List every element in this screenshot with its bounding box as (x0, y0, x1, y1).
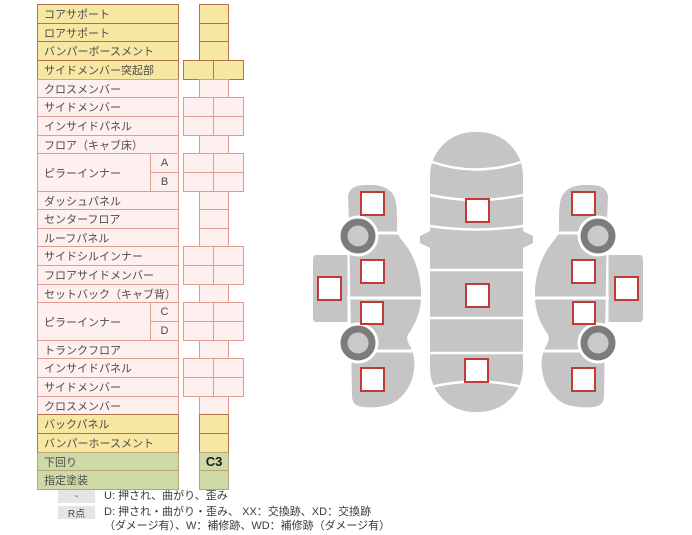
damage-cell[interactable] (199, 135, 229, 154)
damage-cell[interactable] (199, 191, 229, 210)
damage-cell[interactable] (183, 116, 214, 136)
part-label: フロアサイドメンバー (37, 265, 179, 285)
damage-cell[interactable] (183, 172, 214, 192)
part-label: センターフロア (37, 209, 179, 229)
damage-cell[interactable] (199, 4, 229, 24)
damage-cell[interactable] (213, 321, 244, 341)
part-label: サイドメンバー (37, 377, 179, 397)
damage-cell[interactable] (183, 60, 214, 80)
damage-cell[interactable] (183, 97, 214, 117)
part-label: バックパネル (37, 414, 179, 434)
part-label: サイドシルインナー (37, 246, 179, 266)
part-label: インサイドパネル (37, 358, 179, 378)
legend-row-u: - U: 押され、曲がり、歪み (58, 489, 390, 503)
top-separator-line (431, 160, 522, 171)
part-label: サイドメンバー突起部 (37, 60, 179, 80)
car-side-view-left (313, 185, 422, 408)
damage-cell[interactable] (199, 396, 229, 415)
car-side-view-right (534, 185, 643, 408)
part-label: インサイドパネル (37, 116, 179, 136)
damage-cell[interactable] (183, 265, 214, 285)
legend-badge-rten: R点 (58, 506, 95, 520)
part-label: クロスメンバー (37, 79, 179, 98)
top-separator-line (429, 224, 524, 231)
damage-marker[interactable] (464, 358, 489, 383)
damage-cell[interactable] (213, 246, 244, 266)
part-label: ピラーインナー (37, 153, 151, 192)
damage-cell[interactable] (213, 116, 244, 136)
damage-cell[interactable] (213, 97, 244, 117)
damage-cell[interactable] (199, 228, 229, 247)
pillar-sub-label: C (150, 302, 179, 322)
damage-cell[interactable] (199, 23, 229, 42)
damage-cell[interactable] (199, 41, 229, 61)
damage-cell[interactable] (183, 321, 214, 341)
part-label: 指定塗装 (37, 470, 179, 490)
part-label: バンパーホースメント (37, 433, 179, 453)
legend-badge-dash: - (58, 490, 95, 503)
part-label: ロアサポート (37, 23, 179, 42)
damage-cell[interactable] (213, 377, 244, 397)
damage-cell[interactable] (213, 302, 244, 322)
damage-cell[interactable] (183, 153, 214, 173)
part-label: ルーフパネル (37, 228, 179, 247)
damage-cell[interactable] (199, 340, 229, 359)
damage-marker[interactable] (465, 283, 490, 308)
damage-cell[interactable] (183, 302, 214, 322)
part-label: フロア（キャブ床） (37, 135, 179, 154)
pillar-sub-label: B (150, 172, 179, 192)
damage-cell[interactable] (213, 358, 244, 378)
damage-cell[interactable]: C3 (199, 452, 229, 471)
damage-cell[interactable] (183, 246, 214, 266)
mirror-wing-right (523, 231, 533, 248)
part-label: トランクフロア (37, 340, 179, 359)
car-top-body (430, 132, 523, 412)
legend-text-u: U: 押され、曲がり、歪み (104, 490, 228, 502)
damage-cell[interactable] (199, 209, 229, 229)
part-label: コアサポート (37, 4, 179, 24)
mirror-wing-left (420, 231, 430, 248)
damage-cell[interactable] (213, 153, 244, 173)
damage-marker[interactable] (465, 198, 490, 223)
car-top-view (420, 132, 533, 412)
car-diagram (300, 132, 692, 412)
legend-row-r: R点 D: 押され・曲がり・歪み、 XX：交換跡、XD：交換跡 （ダメージ有）、… (58, 505, 390, 533)
pillar-sub-label: D (150, 321, 179, 341)
damage-cell[interactable] (213, 172, 244, 192)
damage-cell[interactable] (183, 358, 214, 378)
part-label: バンパーボースメント (37, 41, 179, 61)
damage-cell[interactable] (213, 60, 244, 80)
damage-cell[interactable] (199, 79, 229, 98)
legend-text-d-line2: （ダメージ有）、W：補修跡、WD：補修跡（ダメージ有） (104, 520, 391, 532)
damage-cell[interactable] (213, 265, 244, 285)
damage-cell[interactable] (199, 470, 229, 490)
part-label: セットバック（キャブ背） (37, 284, 179, 303)
part-label: クロスメンバー (37, 396, 179, 415)
damage-cell[interactable] (199, 433, 229, 453)
part-label: 下回り (37, 452, 179, 471)
damage-cell[interactable] (183, 377, 214, 397)
legend: - U: 押され、曲がり、歪み R点 D: 押され・曲がり・歪み、 XX：交換跡… (58, 489, 390, 535)
part-label: ダッシュパネル (37, 191, 179, 210)
part-label: サイドメンバー (37, 97, 179, 117)
legend-text-d-line1: D: 押され・曲がり・歪み、 XX：交換跡、XD：交換跡 (104, 506, 372, 518)
part-label: ピラーインナー (37, 302, 151, 341)
damage-cell[interactable] (199, 414, 229, 434)
damage-cell[interactable] (199, 284, 229, 303)
pillar-sub-label: A (150, 153, 179, 173)
